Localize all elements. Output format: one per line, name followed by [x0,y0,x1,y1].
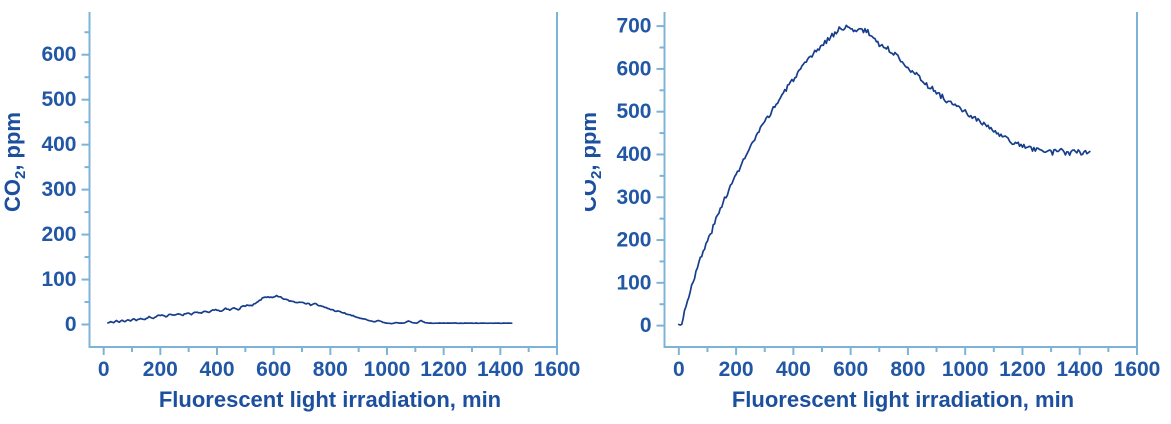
x-tick-label: 1000 [942,358,989,381]
x-tick-label: 1200 [999,358,1046,381]
y-tick-label: 600 [41,43,76,66]
y-tick-label: 0 [640,314,652,337]
axis-ticks [656,25,1138,355]
chart-left: 0 100 200 300 400 500 600 0 200 400 600 800 1000 1200… [0,0,585,424]
x-tick-label: 1600 [1114,358,1161,381]
x-tick-label: 800 [313,358,348,381]
y-tick-label: 100 [41,268,76,291]
y-tick-label: 500 [41,88,76,111]
y-tick-label: 200 [616,229,651,252]
co2-series-line [677,24,1091,326]
y-tick-label: 300 [616,186,651,209]
y-tick-label: 400 [41,133,76,156]
x-tick-label: 600 [833,358,868,381]
x-axis-title: Fluorescent light irradiation, min [732,387,1074,412]
x-tick-label: 0 [673,358,685,381]
chart-right-plot: 0 100 200 300 400 500 600 700 0 200 400 600 800 1000 1… [585,12,1160,412]
x-tick-label: 1400 [1056,358,1103,381]
x-tick-label: 1200 [420,358,467,381]
tick-labels: 0 100 200 300 400 500 600 0 200 400 600 800 1000 1200… [41,43,580,381]
axes-layer: 0 100 200 300 400 500 600 0 200 400 600 800 1000 1200… [41,12,580,381]
x-tick-label: 200 [143,358,178,381]
y-tick-label: 400 [616,143,651,166]
y-tick-label: 700 [616,15,651,38]
axis-ticks [81,31,558,355]
axis-lines [88,12,558,348]
chart-right: 0 100 200 300 400 500 600 700 0 200 400 600 800 1000 1… [585,0,1171,424]
tick-labels: 0 100 200 300 400 500 600 700 0 200 400 600 800 1000 1… [616,15,1160,381]
y-tick-label: 100 [616,271,651,294]
x-tick-label: 0 [98,358,110,381]
x-tick-label: 200 [719,358,754,381]
y-tick-label: 0 [65,313,77,336]
x-tick-label: 1600 [534,358,581,381]
x-tick-label: 600 [256,358,291,381]
y-tick-label: 300 [41,178,76,201]
x-tick-label: 1400 [477,358,524,381]
y-axis-title: CO2, ppm [585,112,605,212]
y-axis-title: CO2, ppm [0,112,29,212]
x-axis-title: Fluorescent light irradiation, min [159,387,501,412]
y-tick-label: 200 [41,223,76,246]
co2-series-line [107,294,513,325]
x-tick-label: 400 [776,358,811,381]
axes-layer: 0 100 200 300 400 500 600 700 0 200 400 600 800 1000 1… [616,12,1160,381]
x-tick-label: 800 [890,358,925,381]
x-tick-label: 400 [199,358,234,381]
y-tick-label: 500 [616,100,651,123]
y-tick-label: 600 [616,57,651,80]
chart-left-plot: 0 100 200 300 400 500 600 0 200 400 600 800 1000 1200… [0,12,580,412]
x-tick-label: 1000 [364,358,411,381]
